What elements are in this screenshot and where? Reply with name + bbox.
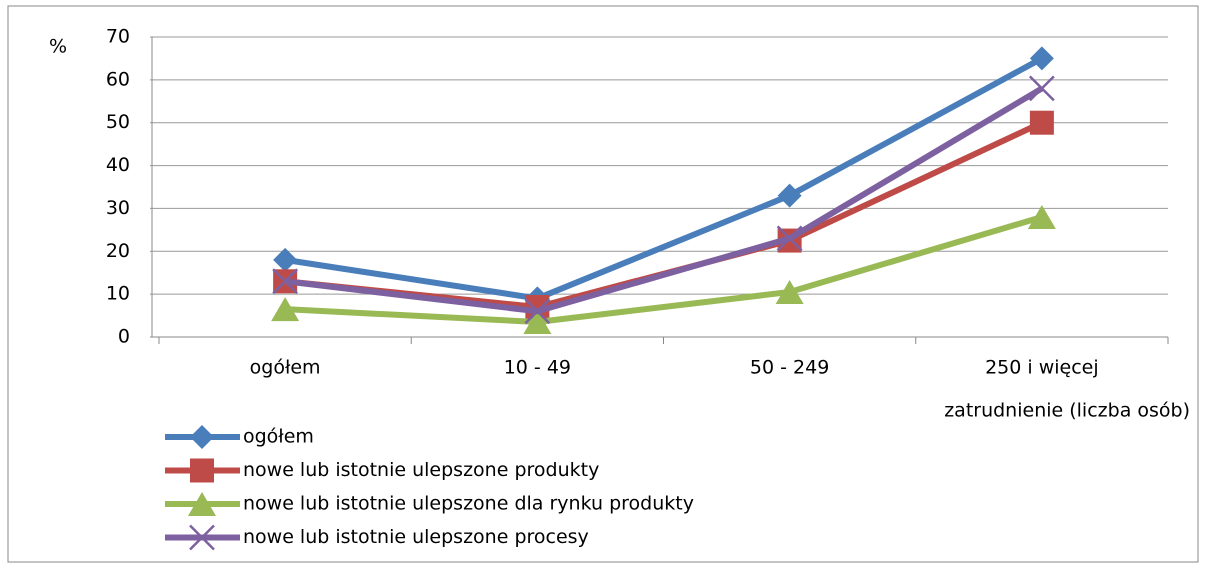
marker	[1029, 110, 1054, 135]
legend-marker	[190, 458, 214, 483]
legend-marker	[190, 425, 214, 449]
marker	[777, 183, 802, 208]
series-line	[284, 55, 1044, 302]
y-tick-label: 20	[106, 240, 130, 262]
marker	[271, 297, 300, 322]
legend-label: ogółem	[243, 426, 314, 448]
legend-marker	[189, 524, 215, 551]
y-tick-label: 70	[106, 26, 130, 48]
marker	[776, 225, 803, 252]
series-line	[284, 85, 1044, 315]
y-tick-label: 60	[106, 68, 130, 90]
y-tick-label: 40	[106, 154, 130, 176]
marker	[1029, 46, 1054, 71]
legend-label: nowe lub istotnie ulepszone produkty	[243, 459, 599, 481]
x-tick-label: 10 - 49	[504, 357, 571, 379]
y-axis-label: %	[49, 36, 67, 58]
y-tick-label: 30	[106, 197, 130, 219]
legend-marker	[188, 492, 216, 516]
marker	[523, 310, 552, 334]
legend-label: nowe lub istotnie ulepszone procesy	[243, 526, 589, 548]
marker	[1027, 205, 1056, 229]
y-tick-label: 10	[106, 283, 130, 305]
x-tick-label: 50 - 249	[750, 357, 829, 379]
y-tick-label: 0	[118, 326, 130, 348]
x-axis-label: zatrudnienie (liczba osób)	[944, 400, 1190, 422]
marker	[273, 247, 298, 272]
series-line	[284, 214, 1043, 325]
x-tick-label: ogółem	[250, 357, 321, 379]
chart-frame	[7, 5, 1199, 563]
marker	[775, 280, 804, 304]
legend-label: nowe lub istotnie ulepszone dla rynku pr…	[243, 493, 694, 515]
marker	[1028, 75, 1055, 102]
y-tick-label: 50	[106, 111, 130, 133]
x-tick-label: 250 i więcej	[985, 357, 1099, 379]
marker	[524, 298, 551, 325]
marker	[272, 268, 299, 295]
